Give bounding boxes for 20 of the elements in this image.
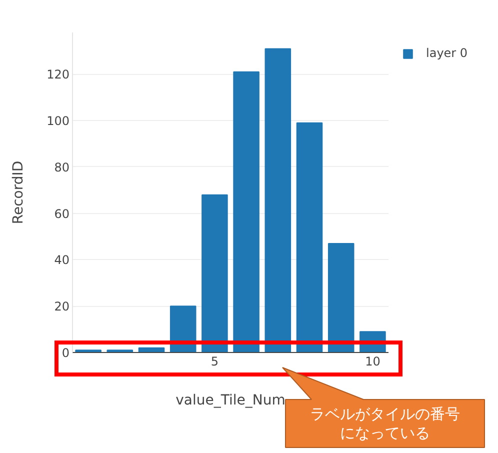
bar: [170, 306, 196, 352]
y-tick-label: 0: [62, 346, 70, 360]
bar: [296, 122, 323, 352]
x-axis-title: value_Tile_Num: [176, 392, 286, 408]
y-tick-label: 120: [46, 68, 70, 82]
bar: [233, 71, 260, 352]
y-axis-title: RecordID: [10, 160, 27, 224]
legend-label: layer 0: [426, 46, 468, 60]
y-tick-label: 80: [54, 160, 70, 174]
y-tick-label: 20: [54, 300, 70, 314]
bar: [75, 350, 102, 352]
x-tick-label: 5: [210, 354, 219, 368]
bar: [202, 194, 228, 352]
x-tick-label: 10: [365, 354, 380, 368]
y-tick-label: 40: [54, 253, 70, 268]
y-tick-label: 100: [46, 114, 70, 128]
text: ラベルがタイルの番号になっている: [310, 405, 460, 442]
bar: [328, 243, 354, 352]
y-tick-label: 60: [54, 206, 70, 221]
bar: [264, 48, 292, 352]
